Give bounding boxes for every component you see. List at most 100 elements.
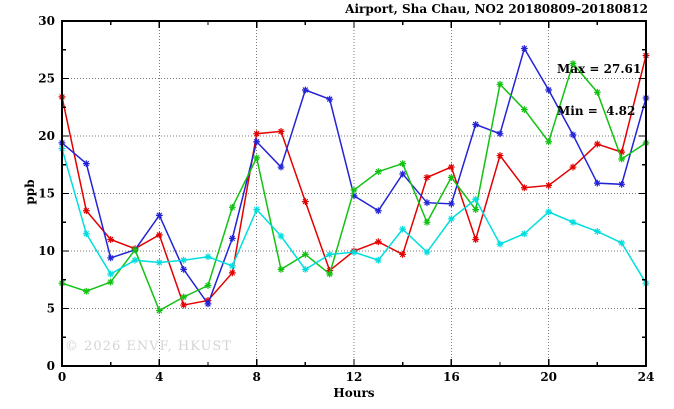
data-point-marker: [569, 131, 577, 139]
x-tick-label: 12: [346, 370, 363, 384]
data-point-marker: [326, 251, 334, 258]
data-point-marker: [374, 207, 382, 215]
x-tick-label: 24: [638, 370, 655, 384]
y-tick-label: 20: [38, 129, 55, 143]
data-point-marker: [545, 138, 553, 146]
data-point-marker: [155, 259, 163, 266]
data-point-marker: [569, 60, 577, 67]
data-point-marker: [618, 239, 626, 247]
data-point-marker: [472, 121, 480, 128]
data-point-marker: [107, 270, 115, 278]
data-point-marker: [277, 266, 285, 273]
data-point-marker: [228, 234, 236, 242]
data-point-marker: [277, 232, 285, 240]
data-point-marker: [350, 186, 358, 194]
data-point-marker: [423, 248, 431, 256]
y-tick-label: 30: [38, 14, 55, 28]
data-point-marker: [277, 128, 285, 135]
data-point-marker: [204, 282, 212, 289]
y-axis-label: ppb: [23, 179, 37, 205]
data-point-marker: [82, 230, 90, 238]
data-point-marker: [107, 254, 115, 262]
data-point-marker: [326, 270, 334, 278]
data-point-marker: [593, 179, 601, 187]
data-point-marker: [228, 262, 236, 270]
min-value-label: Min = 4.82: [557, 104, 636, 118]
data-point-marker: [496, 152, 504, 159]
data-point-marker: [545, 208, 553, 216]
data-point-marker: [618, 180, 626, 188]
data-point-marker: [253, 154, 261, 162]
max-value-label: Max = 27.61: [557, 62, 642, 76]
data-point-marker: [253, 138, 261, 146]
data-point-marker: [350, 192, 358, 200]
data-point-marker: [399, 251, 407, 258]
data-point-marker: [569, 163, 577, 171]
x-tick-label: 20: [540, 370, 557, 384]
data-point-marker: [253, 130, 261, 138]
data-point-marker: [228, 203, 236, 211]
series-cyan-line: [58, 145, 650, 287]
data-point-marker: [593, 228, 601, 235]
axis-ticks: [61, 20, 647, 367]
data-point-marker: [496, 240, 504, 248]
data-point-marker: [131, 246, 139, 254]
data-point-marker: [180, 266, 188, 273]
data-point-marker: [180, 301, 188, 309]
data-point-marker: [593, 140, 601, 148]
x-axis-label: Hours: [333, 386, 375, 400]
y-tick-label: 10: [38, 244, 55, 258]
data-point-marker: [569, 218, 577, 226]
data-point-marker: [326, 267, 334, 274]
data-point-marker: [472, 195, 480, 203]
x-tick-label: 8: [252, 370, 260, 384]
data-point-marker: [204, 253, 212, 261]
data-point-marker: [155, 211, 163, 219]
data-point-marker: [399, 160, 407, 167]
data-point-marker: [447, 215, 455, 223]
data-point-marker: [399, 170, 407, 178]
data-point-marker: [520, 45, 528, 52]
data-point-marker: [520, 230, 528, 238]
data-point-marker: [155, 307, 163, 314]
data-point-marker: [228, 269, 236, 277]
data-point-marker: [82, 207, 90, 215]
data-point-marker: [593, 88, 601, 96]
x-tick-label: 16: [443, 370, 460, 384]
data-point-marker: [520, 184, 528, 192]
data-point-marker: [301, 251, 309, 258]
x-tick-label: 0: [58, 370, 66, 384]
y-tick-label: 15: [38, 187, 55, 201]
data-point-marker: [374, 256, 382, 264]
data-point-marker: [253, 206, 261, 213]
y-tick-label: 25: [38, 72, 55, 86]
data-point-marker: [447, 200, 455, 208]
data-point-marker: [545, 182, 553, 189]
data-point-marker: [618, 148, 626, 156]
data-point-marker: [374, 168, 382, 176]
data-point-marker: [301, 86, 309, 94]
data-point-marker: [472, 236, 480, 243]
chart-title: Airport, Sha Chau, NO2 20180809–20180812: [345, 2, 648, 16]
data-point-marker: [520, 106, 528, 113]
data-point-marker: [496, 130, 504, 138]
data-point-marker: [180, 256, 188, 264]
x-tick-label: 4: [155, 370, 163, 384]
data-point-marker: [204, 297, 212, 304]
series-green-line: [58, 60, 650, 314]
data-point-marker: [350, 248, 358, 256]
data-point-marker: [423, 174, 431, 181]
max-min-annotation: Max = 27.61 Min = 4.82: [557, 34, 641, 146]
data-point-marker: [155, 231, 163, 239]
y-tick-label: 0: [47, 359, 55, 373]
tick-labels: 0 5 10 15 20 25 30 0 4 8 12 16 20 24: [38, 14, 654, 384]
data-point-marker: [447, 163, 455, 171]
data-point-marker: [326, 95, 334, 103]
data-point-marker: [301, 266, 309, 273]
data-point-marker: [423, 218, 431, 226]
data-point-marker: [545, 86, 553, 94]
data-point-marker: [82, 287, 90, 295]
data-point-marker: [423, 199, 431, 207]
